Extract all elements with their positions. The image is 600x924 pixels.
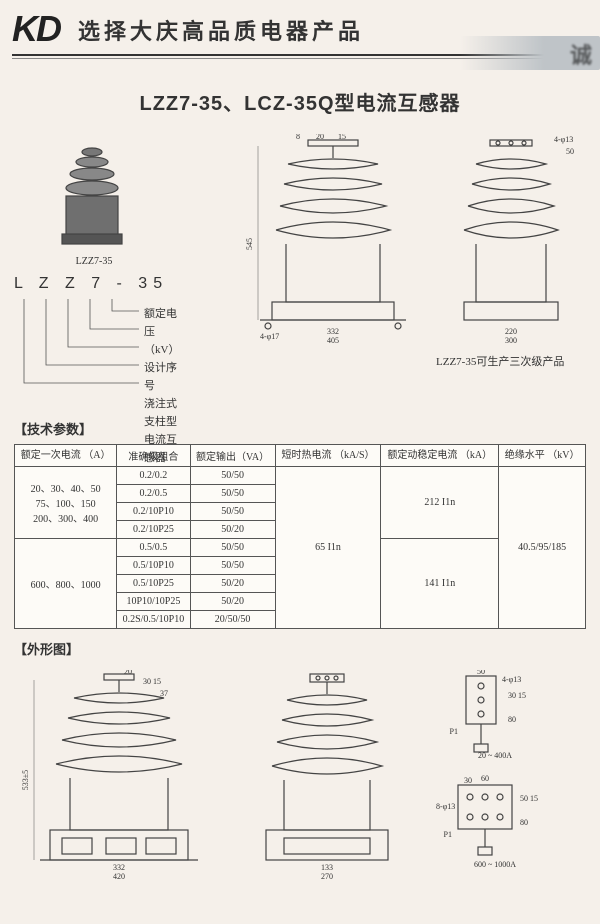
svg-text:30 15: 30 15 <box>143 677 161 686</box>
cell-current-g2: 600、800、1000 <box>15 539 117 629</box>
svg-text:20 ~ 400A: 20 ~ 400A <box>478 751 512 760</box>
outline-front: 533±5 20 30 15 37 332 420 <box>14 670 224 885</box>
svg-text:8-φ13: 8-φ13 <box>436 802 455 811</box>
product-photo <box>32 134 152 254</box>
legend-item: 浇注式 <box>144 395 179 413</box>
svg-text:533±5: 533±5 <box>21 770 30 790</box>
svg-text:30 15: 30 15 <box>508 691 526 700</box>
svg-text:270: 270 <box>321 872 333 880</box>
header-gradient: 诚 <box>460 36 600 70</box>
cell-thermal: 65 I1n <box>275 467 381 629</box>
dim-text: 4-φ17 <box>260 332 279 341</box>
svg-text:600 ~ 1000A: 600 ~ 1000A <box>474 860 516 869</box>
dim-text: 545 <box>245 238 254 250</box>
th-insulation: 绝缘水平 （kV） <box>499 445 586 467</box>
legend-item: 额定电压（kV） <box>144 305 179 359</box>
photo-caption: LZZ7-35 <box>14 256 174 267</box>
svg-text:50 15: 50 15 <box>520 794 538 803</box>
diagram-caption: LZZ7-35可生产三次级产品 <box>436 353 586 369</box>
svg-text:80: 80 <box>520 818 528 827</box>
dim-text: 20 <box>316 134 324 141</box>
svg-text:P1: P1 <box>450 727 458 736</box>
cell-insulation: 40.5/95/185 <box>499 467 586 629</box>
cell-dyn-top: 212 I1n <box>381 467 499 539</box>
svg-text:50: 50 <box>477 670 485 676</box>
svg-text:20: 20 <box>124 670 132 676</box>
legend-item: 电流互感器 <box>144 431 179 467</box>
svg-text:332: 332 <box>113 863 125 872</box>
dim-text: 4-φ13 <box>554 135 573 144</box>
spec-table: 额定一次电流 （A） 准确级组合 额定输出（VA） 短时热电流 （kA/S） 额… <box>14 444 586 629</box>
th-dynamic: 额定动稳定电流 （kA） <box>381 445 499 467</box>
terminal-detail-a: 50 4-φ13 30 15 80 P1 20 ~ 400A <box>430 670 560 765</box>
front-view-diagram: 8 20 15 545 4-φ17 332 405 <box>238 134 428 409</box>
dim-text: 50 <box>566 147 574 156</box>
dim-text: 8 <box>296 134 300 141</box>
terminal-detail-column: 50 4-φ13 30 15 80 P1 20 ~ 400A <box>430 670 560 885</box>
svg-text:P1: P1 <box>444 830 452 839</box>
brand-logo: KD <box>12 8 60 50</box>
dim-text: 15 <box>338 134 346 141</box>
svg-text:420: 420 <box>113 872 125 880</box>
dim-text: 332 <box>327 327 339 336</box>
model-string: L Z Z 7 - 35 <box>14 275 174 293</box>
product-photo-column: LZZ7-35 L Z Z 7 - 35 额定电压（kV） 设计序号 浇注式 支… <box>14 134 174 409</box>
dim-text: 300 <box>505 336 517 344</box>
dim-text: 405 <box>327 336 339 344</box>
legend-item: 设计序号 <box>144 359 179 395</box>
svg-text:30: 30 <box>464 776 472 785</box>
svg-text:4-φ13: 4-φ13 <box>502 675 521 684</box>
top-diagrams: 8 20 15 545 4-φ17 332 405 <box>184 134 586 409</box>
page-title: LZZ7-35、LCZ-35Q型电流互感器 <box>0 87 600 116</box>
dim-text: 220 <box>505 327 517 336</box>
svg-text:37: 37 <box>160 689 168 698</box>
section-tech-label: 【技术参数】 <box>14 419 600 438</box>
side-view-diagram: 4-φ13 50 220 300 LZZ7-35可生产三次级产品 <box>436 134 586 409</box>
legend-labels: 额定电压（kV） 设计序号 浇注式 支柱型 电流互感器 <box>144 305 179 467</box>
th-thermal: 短时热电流 （kA/S） <box>275 445 381 467</box>
terminal-detail-b: 60 30 8-φ13 50 15 80 P1 600 ~ 1000A <box>430 775 560 875</box>
th-current: 额定一次电流 （A） <box>15 445 117 467</box>
legend-item: 支柱型 <box>144 413 179 431</box>
svg-text:80: 80 <box>508 715 516 724</box>
cell-dyn-bot: 141 I1n <box>381 539 499 629</box>
top-figures-row: LZZ7-35 L Z Z 7 - 35 额定电压（kV） 设计序号 浇注式 支… <box>0 134 600 409</box>
blur-glyph: 诚 <box>570 38 592 70</box>
tagline: 选择大庆高品质电器产品 <box>78 8 364 46</box>
svg-text:133: 133 <box>321 863 333 872</box>
outline-side: 133 270 <box>232 670 422 885</box>
th-output: 额定输出（VA） <box>190 445 275 467</box>
section-outline-label: 【外形图】 <box>14 639 600 658</box>
model-legend: 额定电压（kV） 设计序号 浇注式 支柱型 电流互感器 <box>14 299 174 409</box>
svg-text:60: 60 <box>481 775 489 783</box>
outline-figures-row: 533±5 20 30 15 37 332 420 <box>0 664 600 885</box>
cell-current-g1: 20、30、40、50 75、100、150 200、300、400 <box>15 467 117 539</box>
